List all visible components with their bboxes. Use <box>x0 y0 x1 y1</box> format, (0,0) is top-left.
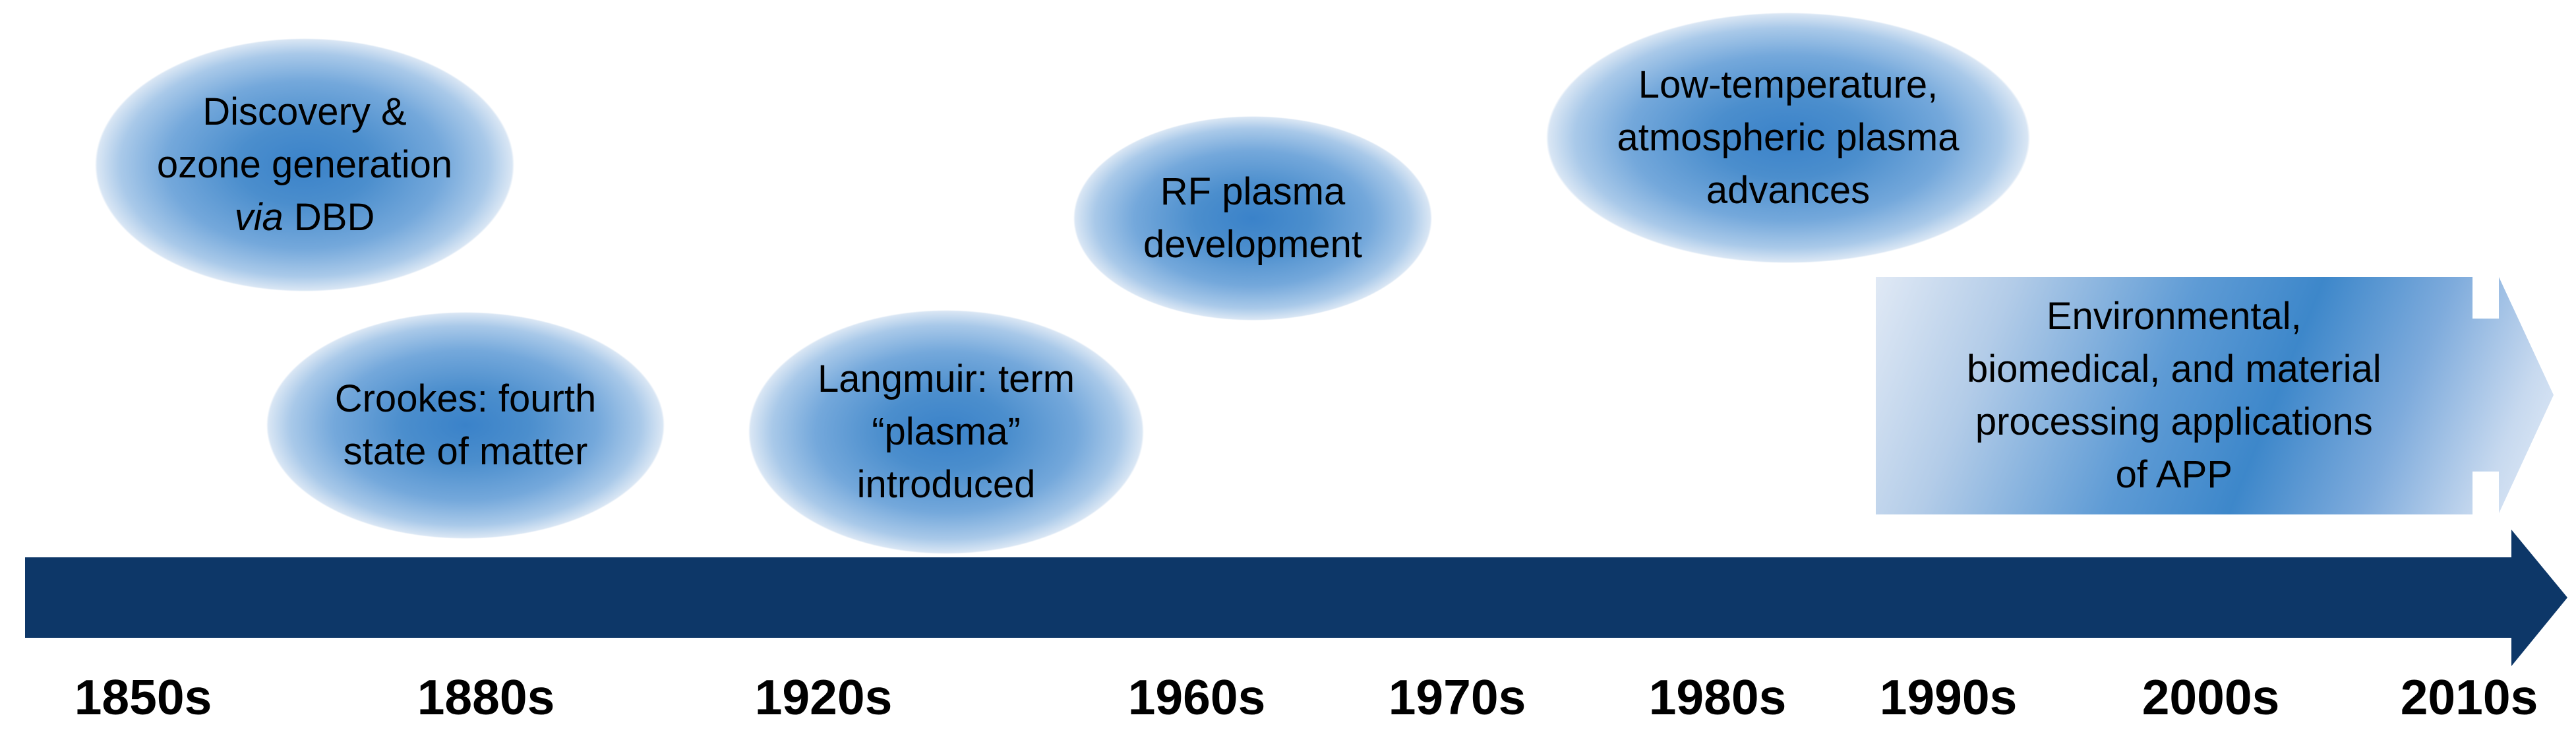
bubble-line: introduced <box>856 463 1036 507</box>
bubble-line: state of matter <box>343 430 588 473</box>
decade-label-1850s: 1850s <box>74 669 212 725</box>
arrow-line: of APP <box>2115 453 2232 497</box>
bubble-line: RF plasma <box>1160 170 1346 213</box>
bubble-discovery-dbd-text: Discovery & ozone generation via DBD <box>157 86 452 244</box>
bubble-rf-plasma-text: RF plasma development <box>1143 166 1362 271</box>
bubble-low-temperature: Low-temperature, atmospheric plasma adva… <box>1546 13 2030 263</box>
applications-block-arrow: Environmental, biomedical, and material … <box>1876 277 2554 514</box>
bubble-rf-plasma: RF plasma development <box>1073 116 1432 321</box>
italic-word: via <box>234 196 284 239</box>
arrow-line: processing applications <box>1975 400 2373 443</box>
bubble-low-temperature-text: Low-temperature, atmospheric plasma adva… <box>1617 59 1960 217</box>
bubble-langmuir: Langmuir: term “plasma” introduced <box>748 310 1144 554</box>
arrow-line: biomedical, and material <box>1966 347 2381 390</box>
bubble-crookes: Crookes: fourth state of matter <box>266 312 665 539</box>
bubble-line: development <box>1143 223 1363 266</box>
decade-label-1920s: 1920s <box>754 669 893 725</box>
timeline-arrow-shape <box>25 530 2567 666</box>
line-rest: DBD <box>283 196 375 239</box>
decade-label-1960s: 1960s <box>1127 669 1266 725</box>
bubble-line: Discovery & <box>202 90 407 133</box>
bubble-line: via DBD <box>157 191 452 244</box>
bubble-crookes-text: Crookes: fourth state of matter <box>335 373 597 478</box>
bubble-line: ozone generation <box>156 142 453 186</box>
decade-label-2010s: 2010s <box>2400 669 2538 725</box>
decade-label-2000s: 2000s <box>2142 669 2280 725</box>
decade-label-1980s: 1980s <box>1648 669 1787 725</box>
bubble-line: atmospheric plasma <box>1617 115 1960 159</box>
decade-label-1990s: 1990s <box>1879 669 2018 725</box>
decade-label-1880s: 1880s <box>417 669 555 725</box>
bubble-langmuir-text: Langmuir: term “plasma” introduced <box>818 353 1075 511</box>
bubble-line: “plasma” <box>872 410 1021 453</box>
decade-label-1970s: 1970s <box>1388 669 1526 725</box>
bubble-line: Low-temperature, <box>1638 63 1938 106</box>
bubble-line: Langmuir: term <box>817 357 1075 400</box>
arrow-line: Environmental, <box>2046 294 2302 338</box>
bubble-discovery-dbd: Discovery & ozone generation via DBD <box>95 38 514 292</box>
bubble-line: advances <box>1706 169 1871 212</box>
bubble-line: Crookes: fourth <box>334 377 597 420</box>
applications-block-arrow-text: Environmental, biomedical, and material … <box>1876 277 2472 514</box>
